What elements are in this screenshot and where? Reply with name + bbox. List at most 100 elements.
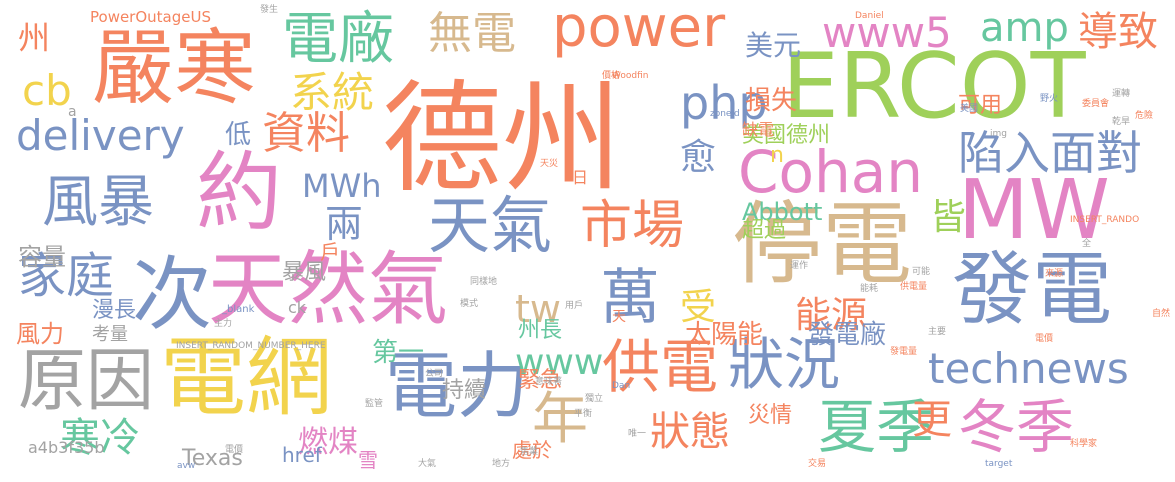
word: 系統	[290, 68, 375, 117]
word: ERCOT	[782, 34, 1086, 139]
word: 委員會	[1082, 99, 1110, 109]
word: 電價	[1035, 334, 1054, 344]
word: 州長	[518, 318, 563, 343]
word: 電網	[160, 328, 332, 428]
word: 發電廠	[808, 320, 887, 350]
word: INSERT_RANDO	[1070, 215, 1140, 225]
word: 天災	[540, 159, 559, 169]
word: 家庭	[18, 248, 115, 304]
word: 狀態	[650, 409, 730, 455]
word: 售業	[520, 447, 539, 457]
word: 主要	[928, 327, 947, 337]
word: 天氣	[428, 189, 553, 262]
word: 價格	[602, 71, 621, 81]
word: 能源	[795, 295, 868, 336]
word: 約	[196, 143, 282, 243]
word: php	[680, 76, 768, 130]
word: 州	[18, 19, 51, 57]
word: INSERT_RANDOM_NUMBER_HERE	[176, 341, 326, 351]
word: 野火	[1040, 94, 1059, 104]
word: 風力	[16, 320, 64, 348]
word: n	[770, 143, 784, 168]
word: 燃煤	[298, 425, 358, 460]
word: 更	[912, 397, 952, 443]
word: 用戶	[565, 301, 584, 311]
word: 科學家	[1070, 439, 1098, 449]
word: 能耗	[860, 284, 879, 294]
word: 低	[225, 120, 252, 150]
word: 美國德州	[742, 123, 831, 148]
word: 發電量	[890, 347, 918, 357]
word: 監管	[365, 399, 384, 409]
word: 發電	[952, 243, 1112, 336]
word: amp	[980, 5, 1069, 51]
word: 發生	[260, 5, 279, 15]
word: 原因	[18, 342, 155, 421]
word: 戶	[320, 240, 340, 264]
word: 處於	[512, 438, 552, 462]
word: 乾旱	[1112, 117, 1131, 127]
word: 來源	[1045, 269, 1064, 279]
word: 皆	[930, 197, 967, 238]
word: 損失	[745, 86, 798, 116]
word: 受	[680, 287, 717, 328]
word: 模式	[460, 299, 479, 309]
word: 次	[132, 248, 212, 341]
word: Daniel	[855, 11, 884, 21]
word: MW	[958, 163, 1110, 258]
word: a4b3f35b	[28, 438, 105, 457]
word: 太陽能	[685, 320, 764, 350]
word: href	[282, 443, 322, 467]
word: Cohan	[738, 138, 924, 206]
word: 天然氣	[208, 243, 448, 336]
word: Woodfin	[612, 71, 649, 81]
word: 美元	[745, 29, 802, 62]
word: 全	[1082, 239, 1092, 249]
word: 資料	[262, 108, 350, 159]
word: 兩	[325, 202, 364, 246]
word: 運轉	[1112, 89, 1131, 99]
word: 天	[612, 309, 626, 325]
word: 容量	[18, 243, 66, 271]
word: 災情	[748, 403, 793, 428]
word: 危險	[1135, 111, 1154, 121]
word: 地方	[492, 459, 511, 469]
word: 美國	[960, 104, 979, 114]
word: 無電	[428, 8, 516, 59]
word: 年	[532, 387, 588, 452]
word: 日	[572, 168, 589, 187]
word: 考量	[92, 324, 128, 345]
word: Abbott	[742, 198, 823, 226]
word: 唯一	[628, 429, 647, 439]
word: 可用	[958, 93, 1003, 118]
word: 導致	[1078, 9, 1158, 55]
word: 缺電	[742, 120, 775, 139]
word: _blank	[222, 304, 255, 315]
word: 寒冷	[60, 415, 140, 461]
word: cb	[22, 66, 72, 115]
word: 愈	[680, 137, 717, 178]
word: 供電量	[900, 282, 928, 292]
word: Texas	[182, 446, 243, 471]
word: 平衡	[574, 409, 593, 419]
word: 狀況	[728, 333, 840, 398]
word: 萬	[600, 263, 660, 333]
word: power	[552, 0, 726, 60]
word: 持續	[442, 378, 487, 403]
word: 同樣地	[470, 277, 498, 287]
word: 暴風	[282, 260, 327, 285]
word: avw	[177, 461, 196, 471]
word: www5	[822, 8, 952, 57]
word: 緊急	[518, 368, 563, 393]
word: PowerOutageUS	[90, 8, 211, 26]
word: 公司	[425, 369, 444, 379]
word: 供電	[602, 333, 719, 401]
word: Dan	[612, 381, 631, 391]
word: 風暴	[42, 170, 154, 235]
word: 電力	[385, 344, 530, 428]
word: img	[990, 129, 1007, 139]
word: ck	[288, 298, 307, 317]
word: MWh	[302, 167, 382, 205]
word: 市場	[580, 196, 685, 256]
